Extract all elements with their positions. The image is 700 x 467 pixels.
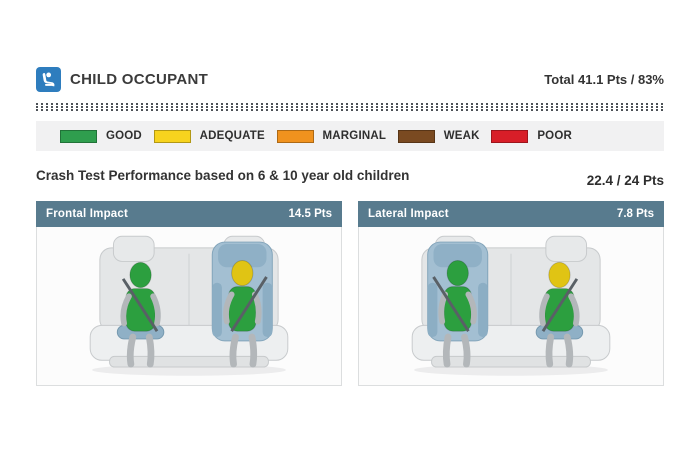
legend-item-good: GOOD bbox=[60, 129, 142, 143]
frontal-impact-illustration bbox=[36, 227, 342, 386]
frontal-impact-score: 14.5 Pts bbox=[288, 208, 332, 220]
crash-test-score: 22.4 / 24 Pts bbox=[586, 172, 664, 188]
rating-legend: GOOD ADEQUATE MARGINAL WEAK POOR bbox=[36, 121, 664, 151]
child-seat-icon bbox=[36, 66, 61, 92]
seatbelt bbox=[121, 278, 159, 332]
child-seat-glyph bbox=[42, 72, 55, 86]
lateral-impact-title: Lateral Impact bbox=[368, 208, 449, 220]
dummy-head bbox=[446, 259, 469, 287]
lateral-impact-illustration bbox=[358, 227, 664, 386]
dummy-head bbox=[548, 261, 571, 289]
frontal-impact-title: Frontal Impact bbox=[46, 208, 129, 220]
poor-swatch bbox=[491, 129, 529, 143]
marginal-swatch bbox=[276, 129, 314, 143]
frontal-impact-header: Frontal Impact 14.5 Pts bbox=[36, 201, 342, 227]
child-dummy-highback bbox=[211, 241, 273, 368]
page-title: CHILD OCCUPANT bbox=[70, 70, 209, 88]
rear-bench-scene-lateral bbox=[411, 235, 611, 376]
child-dummy-booster bbox=[116, 261, 165, 368]
child-dummy-highback bbox=[427, 241, 489, 368]
legend-item-poor: POOR bbox=[491, 129, 572, 143]
lateral-impact-score: 7.8 Pts bbox=[616, 208, 654, 220]
lateral-impact-header: Lateral Impact 7.8 Pts bbox=[358, 201, 664, 227]
seatbelt bbox=[432, 276, 470, 332]
impact-panels: Frontal Impact 14.5 Pts bbox=[36, 201, 664, 386]
rear-bench-scene-frontal bbox=[89, 235, 289, 376]
legend-item-weak: WEAK bbox=[397, 129, 480, 143]
section-header: CHILD OCCUPANT Total 41.1 Pts / 83% bbox=[36, 64, 664, 94]
dummy-head bbox=[129, 261, 152, 289]
weak-swatch bbox=[397, 129, 435, 143]
lateral-impact-panel: Lateral Impact 7.8 Pts bbox=[358, 201, 664, 386]
legend-item-marginal: MARGINAL bbox=[276, 129, 387, 143]
dashed-separator bbox=[36, 103, 664, 111]
legend-item-adequate: ADEQUATE bbox=[153, 129, 265, 143]
seatbelt bbox=[230, 276, 268, 332]
good-swatch bbox=[60, 129, 97, 143]
crash-test-description: Crash Test Performance based on 6 & 10 y… bbox=[36, 167, 410, 183]
adequate-swatch bbox=[153, 129, 191, 143]
total-score: Total 41.1 Pts / 83% bbox=[544, 71, 664, 87]
crash-test-row: Crash Test Performance based on 6 & 10 y… bbox=[36, 158, 664, 192]
child-dummy-booster bbox=[535, 261, 584, 368]
seatbelt bbox=[541, 278, 579, 332]
dummy-head bbox=[231, 259, 254, 287]
frontal-impact-panel: Frontal Impact 14.5 Pts bbox=[36, 201, 342, 386]
